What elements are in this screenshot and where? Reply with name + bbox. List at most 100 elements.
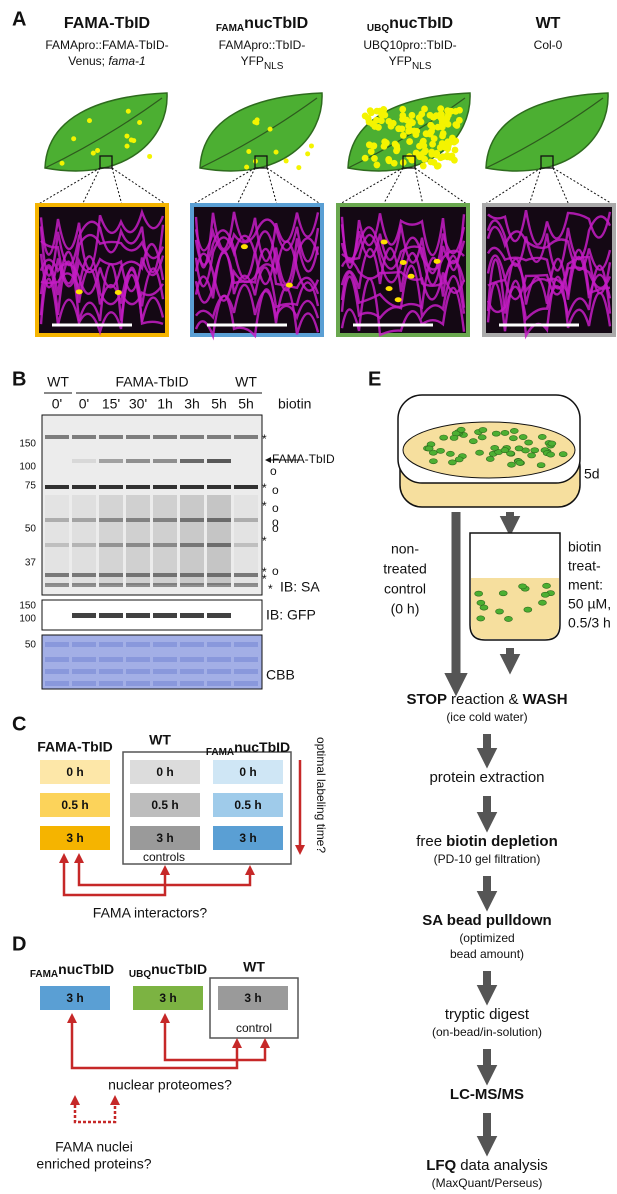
step-part: WASH (523, 691, 568, 708)
seedling (478, 427, 488, 433)
construct: YFPNLS (241, 54, 284, 71)
nucleus (408, 111, 416, 119)
subscript: NLS (264, 61, 284, 72)
band (126, 583, 150, 587)
mw-marker: 150 (19, 601, 36, 612)
seedling (536, 462, 546, 469)
time-box (130, 826, 200, 850)
step-part: biotin depletion (446, 833, 558, 850)
condition: biotin (568, 539, 601, 555)
cell-wall (39, 253, 165, 293)
seedling (449, 434, 459, 441)
seedling (518, 434, 528, 440)
time-box (40, 826, 110, 850)
nucleus (137, 120, 143, 126)
seedling (506, 450, 515, 457)
band (180, 543, 204, 547)
cell-wall (39, 243, 165, 295)
seedling (476, 599, 486, 606)
side-mark: o (272, 521, 279, 535)
genotype: fama-1 (108, 54, 145, 68)
time-label: 0.5 h (234, 798, 261, 812)
nucleus (90, 150, 96, 156)
band (126, 613, 150, 618)
cell-wall (194, 218, 320, 263)
band (45, 435, 69, 439)
seedling (527, 452, 536, 459)
solution (471, 578, 559, 639)
step-part: data analysis (460, 1157, 548, 1174)
band (126, 573, 150, 577)
nucleus (412, 149, 420, 157)
leaf (485, 92, 609, 172)
column-title: FAMA-TbID (37, 739, 112, 755)
cell-wall (40, 255, 165, 306)
zoom-line (81, 167, 101, 206)
mw-marker: 100 (19, 462, 36, 473)
nucleus (421, 155, 428, 163)
band (207, 543, 231, 547)
nucleus (244, 164, 250, 170)
nucleus (439, 132, 446, 140)
connector (59, 853, 170, 897)
seedling (547, 440, 557, 447)
cell-wall (194, 249, 320, 309)
seedling (476, 615, 486, 622)
blot (41, 414, 263, 596)
construct: YFPNLS (389, 54, 432, 71)
zoom-line (111, 167, 123, 206)
band (99, 583, 123, 587)
midrib (44, 97, 163, 169)
cell-wall (194, 286, 320, 341)
cell-wall (486, 258, 612, 322)
band (72, 613, 96, 618)
step-part: LC-MS/MS (450, 1086, 524, 1103)
condition: 50 µM, (568, 596, 611, 612)
nucleus (451, 146, 459, 154)
band (153, 543, 177, 547)
nucleus (75, 289, 83, 295)
mw-marker: 100 (19, 614, 36, 625)
seedling (490, 445, 499, 451)
nucleus (385, 157, 393, 165)
seedling (537, 434, 547, 440)
column-title: FAMAnucTbID (30, 961, 114, 980)
condition: treated (383, 561, 427, 577)
band (180, 459, 204, 463)
side-mark: * (262, 534, 267, 548)
mw-marker: 50 (25, 640, 37, 651)
nucleus (394, 297, 402, 303)
question: FAMA nuclei (55, 1139, 133, 1155)
band (72, 543, 96, 547)
band (207, 613, 231, 618)
nucleus (370, 142, 378, 150)
smear (153, 495, 177, 585)
cell-wall (340, 226, 466, 286)
seedling (500, 447, 510, 454)
seedling (504, 616, 513, 622)
nucleus (436, 144, 444, 151)
nucleus (399, 112, 407, 119)
construct: Venus; fama-1 (68, 54, 145, 68)
nucleus (420, 148, 428, 156)
nucleus (399, 259, 407, 265)
seedling (530, 447, 540, 454)
seedling (495, 608, 504, 615)
nucleus (438, 123, 446, 131)
time-point: 1h (157, 396, 173, 412)
connector (67, 1013, 242, 1070)
step: LFQ data analysis (426, 1157, 548, 1174)
seedling (424, 445, 434, 452)
band (234, 583, 258, 587)
nucleus (361, 154, 369, 162)
seedling (439, 434, 448, 441)
subscript: NLS (412, 61, 432, 72)
band (72, 435, 96, 439)
nucleus (285, 282, 293, 288)
band (153, 583, 177, 587)
time-label: 0 h (239, 765, 256, 779)
nucleus (373, 161, 381, 169)
band (99, 485, 123, 489)
nucleus (430, 135, 438, 143)
